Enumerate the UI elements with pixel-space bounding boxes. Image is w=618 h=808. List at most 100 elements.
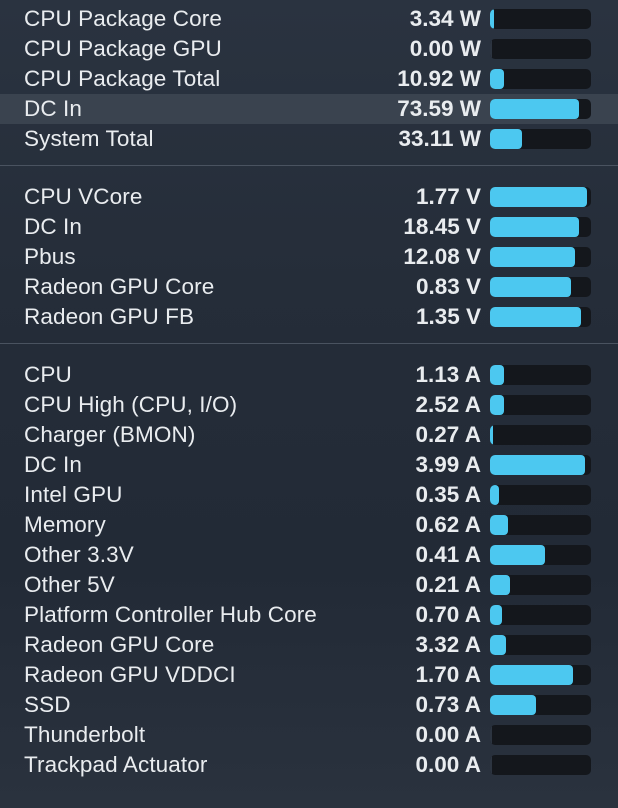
sensor-level-fill: [490, 69, 505, 89]
sensor-row[interactable]: Pbus 12.08 V: [0, 242, 618, 272]
sensor-level-fill: [490, 635, 507, 655]
sensor-label: CPU: [24, 362, 72, 387]
sensor-label: Radeon GPU VDDCI: [24, 662, 236, 687]
sensor-row[interactable]: DC In 73.59 W: [0, 94, 618, 124]
sensor-level-fill: [490, 485, 500, 505]
sensor-level-bar: [490, 455, 591, 475]
sensor-row[interactable]: CPU Package Total 10.92 W: [0, 64, 618, 94]
sensor-row[interactable]: CPU High (CPU, I/O) 2.52 A: [0, 390, 618, 420]
sensor-row[interactable]: Trackpad Actuator 0.00 A: [0, 750, 618, 780]
sensor-level-fill: [490, 9, 495, 29]
sensor-label: Other 3.3V: [24, 542, 134, 567]
sensor-level-bar: [490, 575, 591, 595]
sensor-value: 73.59 W: [397, 96, 481, 121]
sensor-value: 0.83 V: [415, 274, 481, 299]
sensor-label: Charger (BMON): [24, 422, 196, 447]
sensor-level-bar: [490, 307, 591, 327]
sensor-value: 1.70 A: [415, 662, 481, 687]
sensor-level-fill: [490, 277, 571, 297]
sensor-level-bar: [490, 39, 591, 59]
sensor-level-bar: [490, 277, 591, 297]
sensor-level-bar: [490, 755, 591, 775]
sensor-row[interactable]: CPU VCore 1.77 V: [0, 182, 618, 212]
sensor-row[interactable]: Other 5V 0.21 A: [0, 570, 618, 600]
sensor-row[interactable]: System Total 33.11 W: [0, 124, 618, 154]
sensor-label: Platform Controller Hub Core: [24, 602, 317, 627]
sensor-row[interactable]: Memory 0.62 A: [0, 510, 618, 540]
sensor-level-bar: [490, 365, 591, 385]
sensor-value: 0.62 A: [415, 512, 481, 537]
sensor-row[interactable]: Thunderbolt 0.00 A: [0, 720, 618, 750]
sensor-label: System Total: [24, 126, 154, 151]
sensor-level-bar: [490, 665, 591, 685]
sensor-value: 1.77 V: [415, 184, 481, 209]
sensor-value: 3.34 W: [409, 6, 481, 31]
sensor-row[interactable]: DC In 3.99 A: [0, 450, 618, 480]
sensor-level-fill: [490, 99, 579, 119]
sensor-row[interactable]: Radeon GPU Core 0.83 V: [0, 272, 618, 302]
sensor-value: 10.92 W: [397, 66, 481, 91]
sensor-level-bar: [490, 725, 591, 745]
sensor-label: Intel GPU: [24, 482, 123, 507]
sensor-label: Radeon GPU Core: [24, 632, 215, 657]
sensor-value: 0.21 A: [415, 572, 481, 597]
sensor-level-fill: [490, 247, 575, 267]
group-divider: [0, 343, 618, 344]
sensor-row[interactable]: CPU Package GPU 0.00 W: [0, 34, 618, 64]
sensor-level-fill: [490, 665, 573, 685]
sensor-row[interactable]: Other 3.3V 0.41 A: [0, 540, 618, 570]
sensor-row[interactable]: CPU 1.13 A: [0, 360, 618, 390]
sensor-level-bar: [490, 187, 591, 207]
sensor-label: CPU High (CPU, I/O): [24, 392, 238, 417]
sensor-level-bar: [490, 695, 591, 715]
sensor-label: SSD: [24, 692, 71, 717]
sensor-value: 0.00 A: [415, 752, 481, 777]
sensor-level-fill: [490, 39, 492, 59]
sensor-label: Thunderbolt: [24, 722, 146, 747]
sensor-value: 1.13 A: [415, 362, 481, 387]
sensor-level-fill: [490, 307, 581, 327]
sensor-label: Radeon GPU FB: [24, 304, 195, 329]
sensor-level-bar: [490, 635, 591, 655]
sensor-label: CPU Package Total: [24, 66, 221, 91]
sensor-level-fill: [490, 187, 587, 207]
sensor-level-fill: [490, 515, 509, 535]
sensor-level-bar: [490, 515, 591, 535]
sensor-row[interactable]: Intel GPU 0.35 A: [0, 480, 618, 510]
sensor-value: 12.08 V: [403, 244, 481, 269]
sensor-label: DC In: [24, 96, 83, 121]
sensor-level-bar: [490, 485, 591, 505]
sensor-row[interactable]: DC In 18.45 V: [0, 212, 618, 242]
sensor-row[interactable]: Radeon GPU Core 3.32 A: [0, 630, 618, 660]
sensor-value: 3.32 A: [415, 632, 481, 657]
sensor-value: 1.35 V: [415, 304, 481, 329]
sensor-row[interactable]: CPU Package Core 3.34 W: [0, 4, 618, 34]
sensor-level-fill: [490, 425, 494, 445]
sensor-level-bar: [490, 545, 591, 565]
sensor-label: CPU VCore: [24, 184, 143, 209]
sensor-level-bar: [490, 217, 591, 237]
sensor-row[interactable]: Platform Controller Hub Core 0.70 A: [0, 600, 618, 630]
sensor-level-bar: [490, 605, 591, 625]
sensor-level-bar: [490, 425, 591, 445]
sensor-level-fill: [490, 217, 579, 237]
sensor-row[interactable]: Radeon GPU VDDCI 1.70 A: [0, 660, 618, 690]
sensor-level-fill: [490, 695, 537, 715]
sensor-label: Other 5V: [24, 572, 115, 597]
sensor-value: 0.70 A: [415, 602, 481, 627]
sensor-level-bar: [490, 129, 591, 149]
sensor-label: CPU Package Core: [24, 6, 222, 31]
sensor-level-bar: [490, 69, 591, 89]
sensor-value: 0.00 A: [415, 722, 481, 747]
sensor-row[interactable]: Charger (BMON) 0.27 A: [0, 420, 618, 450]
sensor-level-bar: [490, 9, 591, 29]
sensor-level-bar: [490, 99, 591, 119]
sensor-label: CPU Package GPU: [24, 36, 222, 61]
sensor-label: Pbus: [24, 244, 76, 269]
sensor-row[interactable]: SSD 0.73 A: [0, 690, 618, 720]
sensor-level-fill: [490, 605, 503, 625]
sensor-value: 3.99 A: [415, 452, 481, 477]
sensor-row[interactable]: Radeon GPU FB 1.35 V: [0, 302, 618, 332]
sensor-value: 0.27 A: [415, 422, 481, 447]
